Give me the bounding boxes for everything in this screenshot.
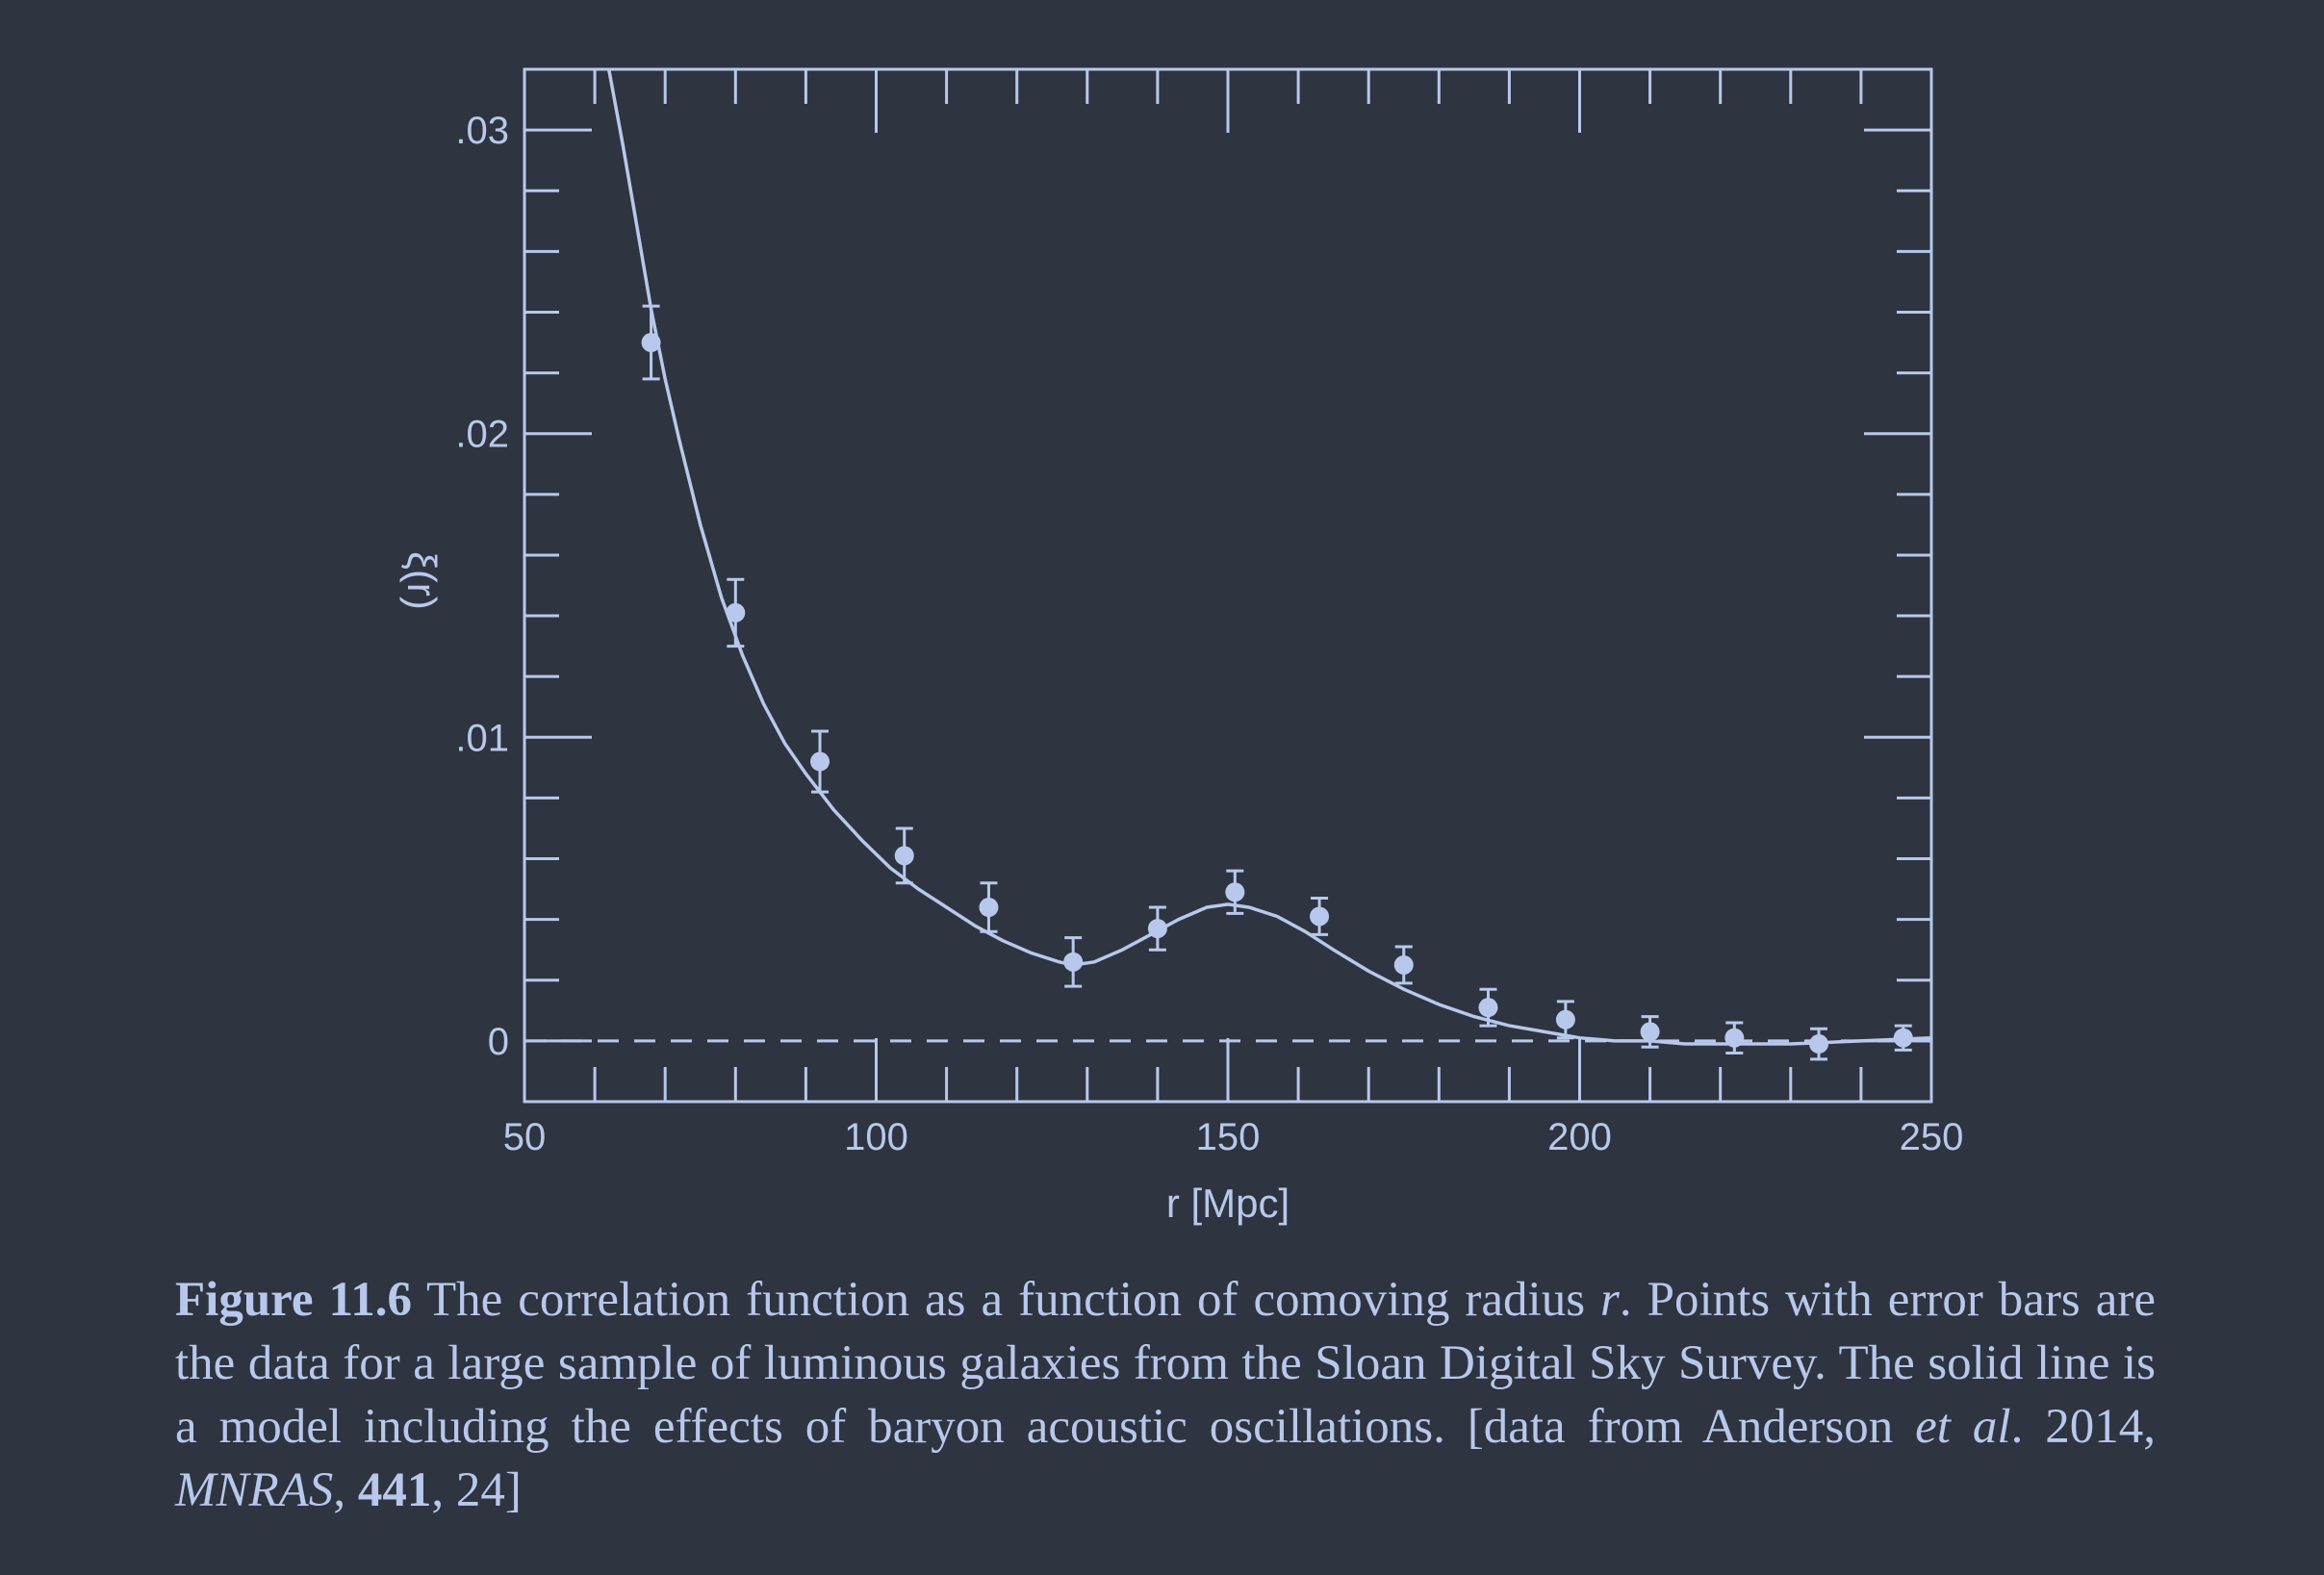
point-marker: [1225, 882, 1245, 902]
x-tick-label: 250: [1900, 1116, 1964, 1158]
data-point: [1555, 1000, 1575, 1040]
point-marker: [641, 333, 661, 353]
y-tick-label: .02: [455, 414, 509, 456]
x-tick-label: 100: [844, 1116, 908, 1158]
data-point: [641, 304, 661, 381]
data-point: [1893, 1024, 1913, 1052]
data-point: [726, 577, 746, 648]
data-point: [1478, 987, 1498, 1028]
point-marker: [1393, 954, 1414, 975]
point-marker: [894, 846, 914, 866]
point-marker: [726, 602, 746, 622]
y-tick-label: 0: [488, 1021, 509, 1063]
data-point: [1147, 905, 1167, 952]
data-point: [1724, 1021, 1745, 1055]
caption-variable-r: r: [1600, 1273, 1620, 1327]
point-marker: [979, 898, 999, 918]
data-point: [979, 881, 999, 933]
x-axis-label: r [Mpc]: [1166, 1181, 1290, 1226]
y-tick-label: .01: [455, 717, 509, 759]
point-marker: [1893, 1028, 1913, 1048]
data-point: [1225, 869, 1245, 915]
point-marker: [1147, 919, 1167, 939]
point-marker: [810, 751, 830, 772]
caption-text-3: . 2014,: [2010, 1400, 2157, 1454]
point-marker: [1555, 1009, 1575, 1029]
caption-text-5: , 24]: [431, 1463, 522, 1517]
caption-text-2: . Points with error bars are the data fo…: [175, 1273, 2156, 1454]
data-point: [894, 826, 914, 885]
x-tick-label: 150: [1196, 1116, 1261, 1158]
x-tick-label: 50: [503, 1116, 547, 1158]
data-point: [1809, 1027, 1829, 1061]
point-marker: [1809, 1034, 1829, 1054]
y-tick-labels: 0 .01 .02 .03: [455, 110, 509, 1063]
caption-journal: MNRAS: [175, 1463, 334, 1517]
x-tick-label: 200: [1547, 1116, 1612, 1158]
data-point: [1063, 936, 1084, 988]
figure-label: Figure 11.6: [175, 1273, 412, 1327]
y-axis-label: ξ(r): [399, 551, 445, 610]
caption-text-1: The correlation function as a function o…: [411, 1273, 1601, 1327]
data-point: [810, 729, 830, 794]
caption-volume: 441: [357, 1463, 432, 1517]
correlation-function-chart: 50 100 150 200 250 0 .01 .02 .03 r [Mpc] ξ(r): [399, 67, 1964, 1226]
x-tick-labels: 50 100 150 200 250: [503, 1116, 1964, 1158]
y-tick-label: .03: [455, 110, 509, 152]
model-line: [606, 68, 1932, 1046]
data-point: [1640, 1015, 1660, 1049]
point-marker: [1310, 906, 1330, 927]
caption-et-al: et al: [1915, 1400, 2011, 1454]
figure-caption: Figure 11.6 The correlation function as …: [175, 1268, 2156, 1522]
caption-text-4: ,: [333, 1463, 358, 1517]
data-point: [1393, 945, 1414, 985]
data-points: [641, 304, 1913, 1061]
data-point: [1310, 897, 1330, 936]
point-marker: [1063, 952, 1084, 972]
point-marker: [1640, 1022, 1660, 1042]
point-marker: [1724, 1028, 1745, 1048]
point-marker: [1478, 998, 1498, 1018]
